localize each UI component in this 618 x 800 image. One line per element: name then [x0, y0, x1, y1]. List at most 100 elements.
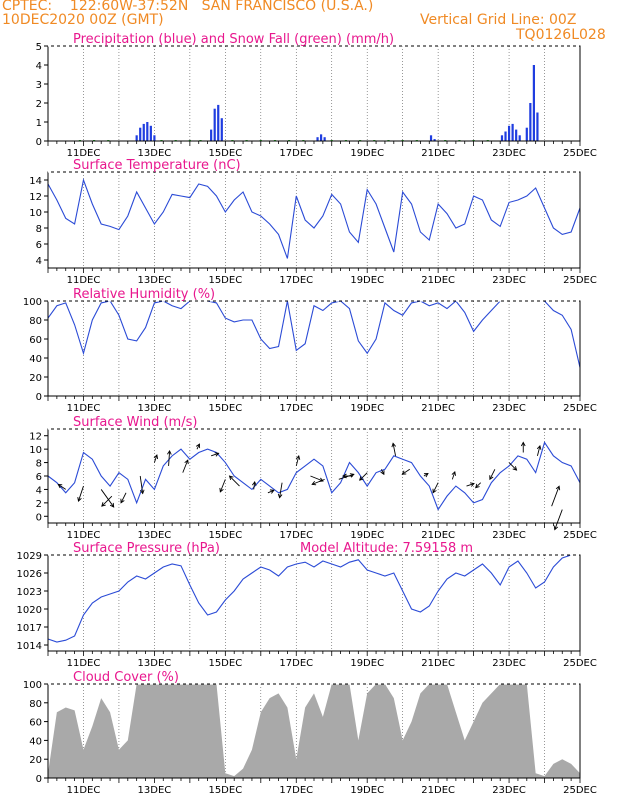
y-tick-label: 20	[29, 373, 42, 384]
wind-vector-head	[109, 502, 115, 508]
x-tick-label: 11DEC	[67, 403, 101, 414]
panel-title-pres: Surface Pressure (hPa)	[73, 541, 220, 556]
y-tick-label: 1	[36, 118, 42, 129]
y-tick-label: 8	[36, 459, 42, 470]
x-tick-label: 13DEC	[138, 658, 172, 669]
precip-bar	[500, 135, 504, 141]
precip-bar	[511, 123, 514, 141]
wind-vector	[551, 486, 560, 507]
wind-vector-head	[57, 483, 63, 489]
wind-vector	[537, 445, 541, 456]
wind-vector	[279, 482, 283, 498]
y-tick-label: 60	[29, 335, 42, 346]
x-tick-label: 19DEC	[350, 148, 384, 159]
y-tick-label: 1026	[17, 569, 42, 580]
y-tick-label: 12	[29, 432, 42, 443]
precip-bar	[146, 122, 149, 141]
y-tick-label: 4	[36, 256, 42, 267]
precip-bar	[217, 104, 220, 141]
x-tick-label: 23DEC	[492, 275, 526, 286]
wind-vector-head	[342, 473, 347, 479]
x-tick-label: 11DEC	[67, 658, 101, 669]
wind-vector	[211, 452, 219, 457]
wind-vector-head	[380, 470, 385, 476]
precip-bar	[525, 127, 528, 141]
wind-vector-head	[432, 488, 437, 494]
precip-bar	[518, 135, 521, 141]
x-tick-label: 17DEC	[279, 658, 313, 669]
wind-vector-head	[251, 480, 257, 486]
x-tick-label: 11DEC	[67, 785, 101, 796]
x-tick-label: 15DEC	[208, 530, 242, 541]
wind-vector-head	[153, 454, 159, 460]
wind-vector	[489, 469, 496, 480]
panel-title-precip: Precipitation (blue) and Snow Fall (gree…	[73, 32, 394, 47]
panel-frame-pres	[47, 554, 581, 652]
y-tick-label: 40	[29, 354, 42, 365]
x-tick-label: 23DEC	[492, 530, 526, 541]
precip-bar	[429, 135, 433, 141]
wind-vector-head	[555, 485, 561, 491]
wind-vector-head	[401, 470, 407, 475]
wind-vector-head	[475, 483, 480, 489]
wind-vector	[554, 509, 563, 530]
y-tick-label: 1020	[17, 605, 42, 616]
wind-vector	[78, 485, 84, 502]
x-tick-label: 11DEC	[67, 148, 101, 159]
y-tick-label: 0	[36, 392, 42, 403]
precip-bar	[153, 135, 156, 141]
x-tick-label: 23DEC	[492, 785, 526, 796]
wind-vector	[310, 475, 324, 482]
precip-bar	[149, 125, 152, 141]
precip-bar	[139, 127, 142, 141]
wind-vector	[267, 489, 275, 494]
header-code: TQ0126L028	[516, 27, 606, 43]
header-title: CPTEC: 122:60W-37:52N SAN FRANCISCO (U.S…	[2, 0, 374, 14]
y-tick-label: 0	[36, 137, 42, 148]
wind-vector	[57, 484, 66, 490]
wind-vector-head	[391, 442, 396, 448]
y-tick-label: 5	[36, 42, 42, 53]
wind-vector	[392, 443, 397, 456]
wind-vector-head	[219, 487, 224, 493]
x-tick-label: 11DEC	[67, 530, 101, 541]
wind-vector-head	[269, 489, 275, 494]
precip-bar	[213, 108, 216, 141]
y-tick-label: 1017	[17, 623, 42, 634]
wind-vector	[311, 478, 325, 485]
y-tick-label: 10	[29, 208, 42, 219]
x-tick-label: 13DEC	[138, 403, 172, 414]
y-tick-label: 60	[29, 718, 42, 729]
y-tick-label: 1023	[17, 587, 42, 598]
x-tick-label: 21DEC	[421, 148, 455, 159]
x-tick-label: 15DEC	[208, 785, 242, 796]
wind-vector-head	[228, 475, 234, 481]
panel-frame-precip	[47, 45, 581, 142]
wind-vector	[338, 473, 354, 480]
x-tick-label: 19DEC	[350, 785, 384, 796]
wind-vector	[432, 482, 439, 493]
x-tick-label: 15DEC	[208, 403, 242, 414]
wind-vector-head	[469, 482, 475, 487]
x-tick-label: 15DEC	[208, 658, 242, 669]
x-tick-label: 21DEC	[421, 530, 455, 541]
panel-title-cloud: Cloud Cover (%)	[73, 670, 179, 685]
wind-vector	[253, 481, 256, 490]
wind-vector-head	[139, 489, 145, 495]
y-tick-label: 12	[29, 192, 42, 203]
wind-vector	[182, 459, 189, 473]
panel-title-rh: Relative Humidity (%)	[73, 287, 215, 302]
x-tick-label: 25DEC	[563, 275, 597, 286]
x-tick-label: 21DEC	[421, 275, 455, 286]
panel-frame-temp	[47, 171, 581, 269]
precip-bar	[210, 129, 213, 141]
wind-vector-head	[311, 480, 317, 486]
y-tick-label: 1014	[17, 641, 42, 652]
y-tick-label: 40	[29, 736, 42, 747]
wind-vector-head	[214, 452, 220, 457]
wind-vector	[451, 471, 456, 480]
precip-bar	[220, 118, 223, 141]
precip-bar	[142, 123, 145, 141]
y-tick-label: 14	[29, 176, 42, 187]
